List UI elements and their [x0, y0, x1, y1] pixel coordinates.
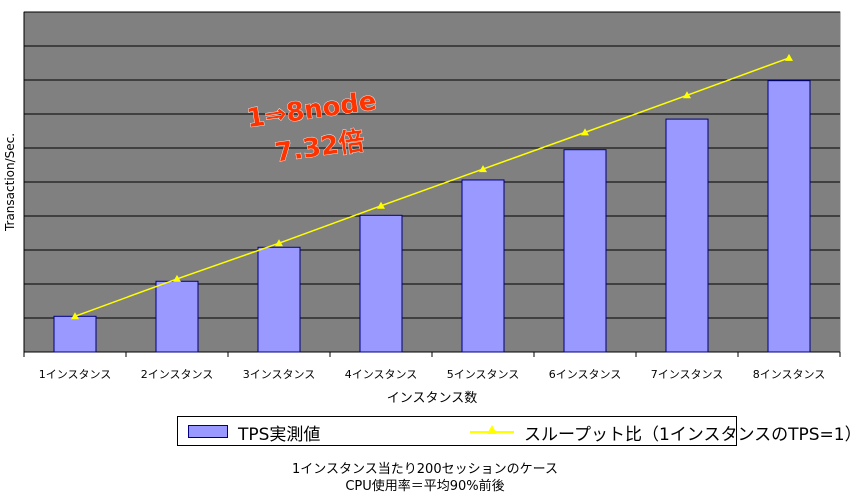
x-tick-label: 5インスタンス — [447, 368, 520, 381]
x-tick-label: 4インスタンス — [345, 368, 418, 381]
line-point — [581, 128, 589, 136]
line-point — [785, 53, 793, 61]
line-point — [71, 312, 79, 320]
caption-line1: 1インスタンス当たり200セッションのケース — [292, 462, 558, 477]
x-tick-label: 1インスタンス — [39, 368, 112, 381]
x-axis-label: インスタンス数 — [387, 391, 477, 406]
bar — [155, 280, 199, 353]
line-point — [275, 239, 283, 247]
y-axis-label: Transaction/Sec. — [3, 133, 17, 232]
bar — [53, 315, 97, 353]
legend-bar-swatch — [188, 425, 228, 438]
x-tick-label: 6インスタンス — [549, 368, 622, 381]
line-point — [377, 201, 385, 209]
bar — [767, 80, 811, 353]
bar — [461, 179, 505, 353]
x-tick-label: 8インスタンス — [753, 368, 826, 381]
line-point — [479, 165, 487, 173]
legend: TPS実測値 スループット比（1インスタンスのTPS=1） — [177, 416, 850, 446]
line-point — [173, 274, 181, 282]
line-point — [683, 91, 691, 99]
chart-area: 1インスタンス 2インスタンス 3インスタンス 4インスタンス 5インスタンス 6インスタ… — [3, 11, 841, 406]
x-tick-label: 7インスタンス — [651, 368, 724, 381]
line-series — [71, 53, 793, 320]
x-tick-label: 3インスタンス — [243, 368, 316, 381]
caption-line2: CPU使用率＝平均90%前後 — [345, 479, 505, 494]
throughput-line — [74, 57, 790, 318]
bar — [665, 118, 709, 353]
legend-line-label: スループット比（1インスタンスのTPS=1） — [524, 425, 850, 445]
legend-bar-label: TPS実測値 — [238, 425, 321, 445]
bar-series — [53, 80, 811, 353]
bar — [257, 246, 301, 353]
bar — [359, 214, 403, 353]
x-tick-labels: 1インスタンス 2インスタンス 3インスタンス 4インスタンス 5インスタンス 6インスタ… — [39, 368, 826, 381]
x-tick-label: 2インスタンス — [141, 368, 214, 381]
bar — [563, 149, 607, 353]
legend-triangle-marker — [487, 425, 497, 434]
